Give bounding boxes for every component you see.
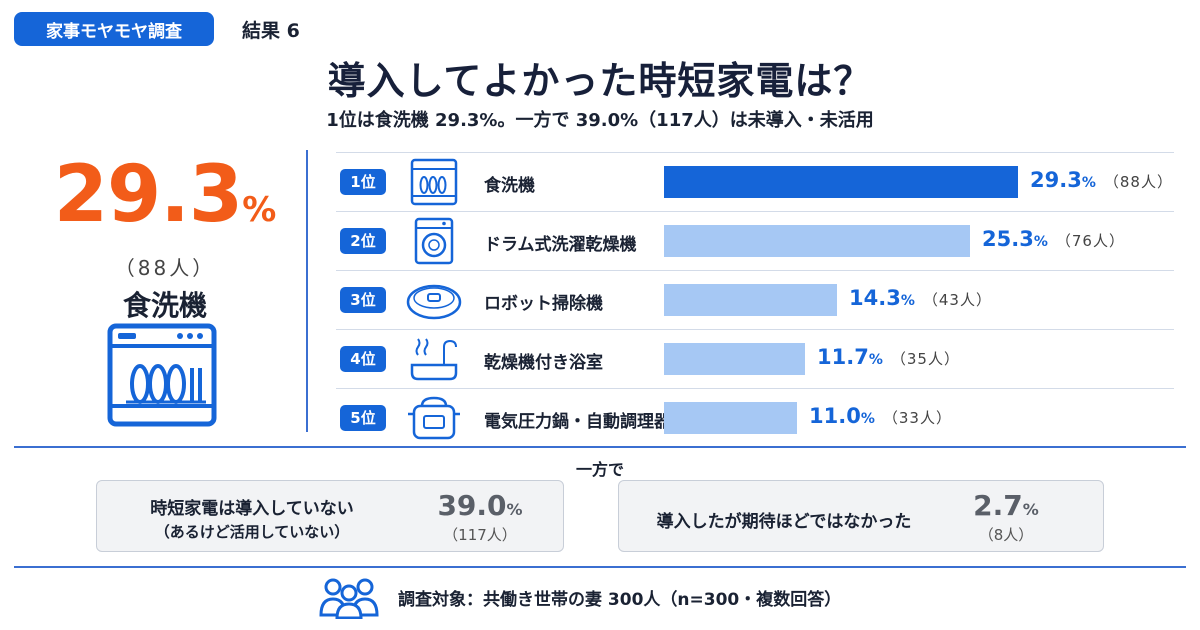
highlight-unit: % — [242, 190, 277, 230]
value-label: 14.3 — [849, 285, 901, 310]
value-label: 29.3 — [1030, 167, 1082, 192]
highlight-name: 食洗機 — [122, 289, 207, 322]
row-divider — [336, 329, 1174, 330]
percent-label: % — [1033, 233, 1048, 250]
rank-badge: 1位 — [340, 168, 386, 195]
rank-badge: 4位 — [340, 345, 386, 372]
other-box-not-adopted: 時短家電は導入していない （あるけど活用していない） 39.0% （117人） — [96, 480, 564, 552]
count-label: （33人） — [882, 408, 952, 427]
page-subtitle: 1位は食洗機 29.3%。一方で 39.0%（117人）は未導入・未活用 — [326, 110, 874, 131]
other-unit: % — [1022, 500, 1039, 519]
survey-footer: 調査対象：共働き世帯の妻 300人（n=300・複数回答） — [398, 590, 842, 610]
other-box-value: 39.0% （117人） — [415, 489, 545, 545]
data-label: 25.3% （76人） — [982, 227, 1125, 251]
row-divider — [336, 388, 1174, 389]
value-label: 25.3 — [982, 226, 1034, 251]
bar — [664, 342, 805, 375]
data-label: 11.0% （33人） — [809, 404, 952, 428]
other-box-disappointed: 導入したが期待ほどではなかった 2.7% （8人） — [618, 480, 1104, 552]
percent-label: % — [860, 410, 875, 427]
bar — [664, 283, 837, 316]
bar — [664, 401, 797, 434]
page-title: 導入してよかった時短家電は？ — [327, 59, 873, 103]
data-label: 14.3% （43人） — [849, 286, 992, 310]
row-divider — [336, 270, 1174, 271]
bar — [664, 165, 1018, 198]
count-label: （88人） — [1103, 172, 1173, 191]
bar — [664, 224, 970, 257]
people-icon — [319, 578, 379, 619]
other-value: 2.7 — [973, 489, 1023, 522]
result-label: 結果 6 — [242, 20, 300, 42]
percent-label: % — [900, 292, 915, 309]
other-count: （8人） — [978, 526, 1034, 544]
data-label: 29.3% （88人） — [1030, 168, 1173, 192]
pressure-cooker-icon — [408, 396, 460, 439]
bathroom-dryer-icon — [410, 337, 458, 380]
category-label: ドラム式洗濯乾燥機 — [484, 234, 637, 255]
rank-badge: 2位 — [340, 227, 386, 254]
row-divider — [336, 152, 1174, 153]
other-box-text: 時短家電は導入していない — [150, 499, 354, 519]
other-box-value: 2.7% （8人） — [941, 489, 1071, 545]
other-count: （117人） — [443, 526, 517, 544]
highlight-count: （88人） — [114, 256, 216, 280]
vertical-divider — [306, 150, 308, 432]
dishwasher-icon — [107, 323, 217, 427]
value-label: 11.0 — [809, 403, 861, 428]
other-box-text: 導入したが期待ほどではなかった — [656, 512, 912, 532]
row-divider — [336, 211, 1174, 212]
rank-badge: 3位 — [340, 286, 386, 313]
category-label: ロボット掃除機 — [484, 293, 603, 314]
category-label: 食洗機 — [484, 175, 535, 196]
data-label: 11.7% （35人） — [817, 345, 960, 369]
washing-machine-icon — [414, 217, 454, 264]
other-value: 39.0 — [437, 489, 507, 522]
other-box-subtext: （あるけど活用していない） — [154, 523, 350, 541]
category-label: 乾燥機付き浴室 — [484, 352, 603, 373]
highlight-value: 29.3% — [40, 150, 290, 240]
highlight-number: 29.3 — [53, 150, 243, 240]
other-label: 一方で — [575, 460, 624, 479]
survey-tag: 家事モヤモヤ調査 — [14, 12, 214, 46]
count-label: （35人） — [890, 349, 960, 368]
rank-badge: 5位 — [340, 404, 386, 431]
percent-label: % — [1081, 174, 1096, 191]
percent-label: % — [868, 351, 883, 368]
footer-divider — [14, 566, 1186, 568]
category-label: 電気圧力鍋・自動調理器 — [484, 411, 671, 432]
value-label: 11.7 — [817, 344, 869, 369]
robot-vacuum-icon — [406, 284, 462, 319]
count-label: （43人） — [922, 290, 992, 309]
other-unit: % — [506, 500, 523, 519]
dishwasher-icon — [410, 158, 458, 205]
section-divider — [14, 446, 1186, 448]
count-label: （76人） — [1055, 231, 1125, 250]
